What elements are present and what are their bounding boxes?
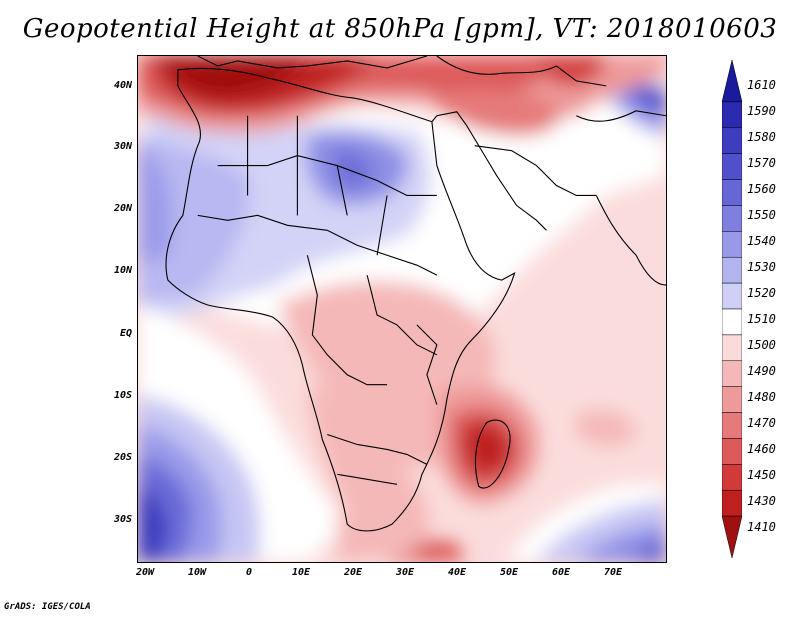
colorbar-swatch-1570 [722, 154, 742, 180]
colorbar-label-1590: 1590 [747, 104, 797, 118]
colorbar-label-1500: 1500 [747, 338, 797, 352]
colorbar-swatch-1480 [722, 387, 742, 413]
lat-label-10n: 10N [92, 265, 132, 276]
lon-label-30e: 30E [385, 567, 425, 578]
colorbar-label-1410: 1410 [747, 520, 797, 534]
colorbar-swatch-1580 [722, 128, 742, 154]
colorbar-label-1520: 1520 [747, 286, 797, 300]
lat-label-20n: 20N [92, 203, 132, 214]
colorbar-swatch-1520 [722, 283, 742, 309]
lon-label-10w: 10W [177, 567, 217, 578]
lon-label-40e: 40E [437, 567, 477, 578]
colorbar-swatches [722, 60, 742, 558]
lat-label-40n: 40N [92, 80, 132, 91]
colorbar-label-1610: 1610 [747, 78, 797, 92]
colorbar-label-1430: 1430 [747, 494, 797, 508]
colorbar-swatch-1460 [722, 438, 742, 464]
map-plot-area [137, 55, 667, 563]
colorbar-swatch-1430 [722, 490, 742, 516]
map-title: Geopotential Height at 850hPa [gpm], VT:… [0, 14, 800, 44]
colorbar-swatch-1610 [722, 60, 742, 102]
colorbar-swatch-1450 [722, 464, 742, 490]
lon-label-20w: 20W [125, 567, 165, 578]
lat-label-eq: EQ [92, 328, 132, 339]
colorbar-swatch-1530 [722, 257, 742, 283]
colorbar-label-1470: 1470 [747, 416, 797, 430]
geopotential-height-field [138, 56, 666, 562]
lon-label-0: 0 [229, 567, 269, 578]
colorbar-label-1510: 1510 [747, 312, 797, 326]
lat-label-10s: 10S [92, 390, 132, 401]
colorbar-swatch-1470 [722, 413, 742, 439]
colorbar [722, 60, 742, 558]
lon-label-20e: 20E [333, 567, 373, 578]
colorbar-label-1570: 1570 [747, 156, 797, 170]
lon-label-10e: 10E [281, 567, 321, 578]
lon-label-60e: 60E [541, 567, 581, 578]
colorbar-label-1460: 1460 [747, 442, 797, 456]
colorbar-swatch-1540 [722, 231, 742, 257]
lat-label-30n: 30N [92, 141, 132, 152]
colorbar-swatch-1490 [722, 361, 742, 387]
colorbar-swatch-1510 [722, 309, 742, 335]
colorbar-label-1530: 1530 [747, 260, 797, 274]
lon-label-70e: 70E [593, 567, 633, 578]
colorbar-label-1550: 1550 [747, 208, 797, 222]
colorbar-label-1580: 1580 [747, 130, 797, 144]
grads-credit: GrADS: IGES/COLA [4, 602, 91, 612]
colorbar-label-1480: 1480 [747, 390, 797, 404]
colorbar-swatch-1590 [722, 102, 742, 128]
colorbar-label-1540: 1540 [747, 234, 797, 248]
lat-label-30s: 30S [92, 514, 132, 525]
colorbar-label-1450: 1450 [747, 468, 797, 482]
colorbar-label-1490: 1490 [747, 364, 797, 378]
lon-label-50e: 50E [489, 567, 529, 578]
colorbar-swatch-1500 [722, 335, 742, 361]
colorbar-swatch-1410 [722, 516, 742, 558]
colorbar-swatch-1560 [722, 180, 742, 206]
lat-label-20s: 20S [92, 452, 132, 463]
colorbar-label-1560: 1560 [747, 182, 797, 196]
colorbar-swatch-1550 [722, 205, 742, 231]
